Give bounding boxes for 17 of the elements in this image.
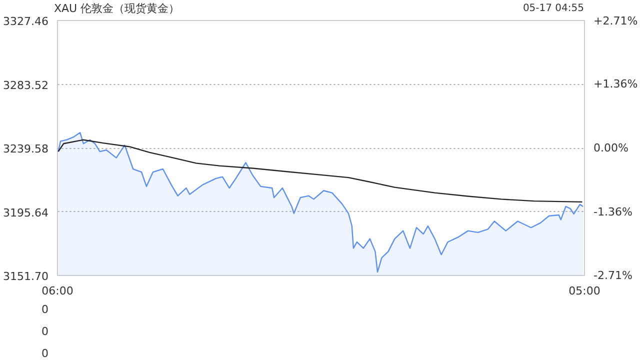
text: 0	[42, 325, 48, 338]
y2-tick-label: +1.36%	[594, 78, 638, 91]
y2-tick-label: +2.71%	[594, 14, 638, 28]
y2-tick-label: -1.36%	[594, 205, 632, 218]
x-tick-label: 05:00	[568, 284, 600, 298]
text: 05-17 04:55	[522, 2, 584, 16]
text: 0	[42, 303, 48, 316]
y-tick-label: 3151.70	[3, 270, 49, 283]
text: 0	[42, 347, 48, 360]
y-tick-label: 3239.58	[3, 142, 49, 156]
y2-tick-label: -2.71%	[594, 269, 632, 282]
y-tick-label: 3195.64	[3, 206, 49, 220]
y-tick-label: 3327.46	[3, 15, 49, 28]
chart-title: XAU 伦敦金（现货黄金）	[54, 2, 180, 16]
y2-tick-label: 0.00%	[594, 142, 628, 154]
x-tick-label: 06:00	[42, 284, 74, 298]
y-tick-label: 3283.52	[3, 78, 49, 92]
